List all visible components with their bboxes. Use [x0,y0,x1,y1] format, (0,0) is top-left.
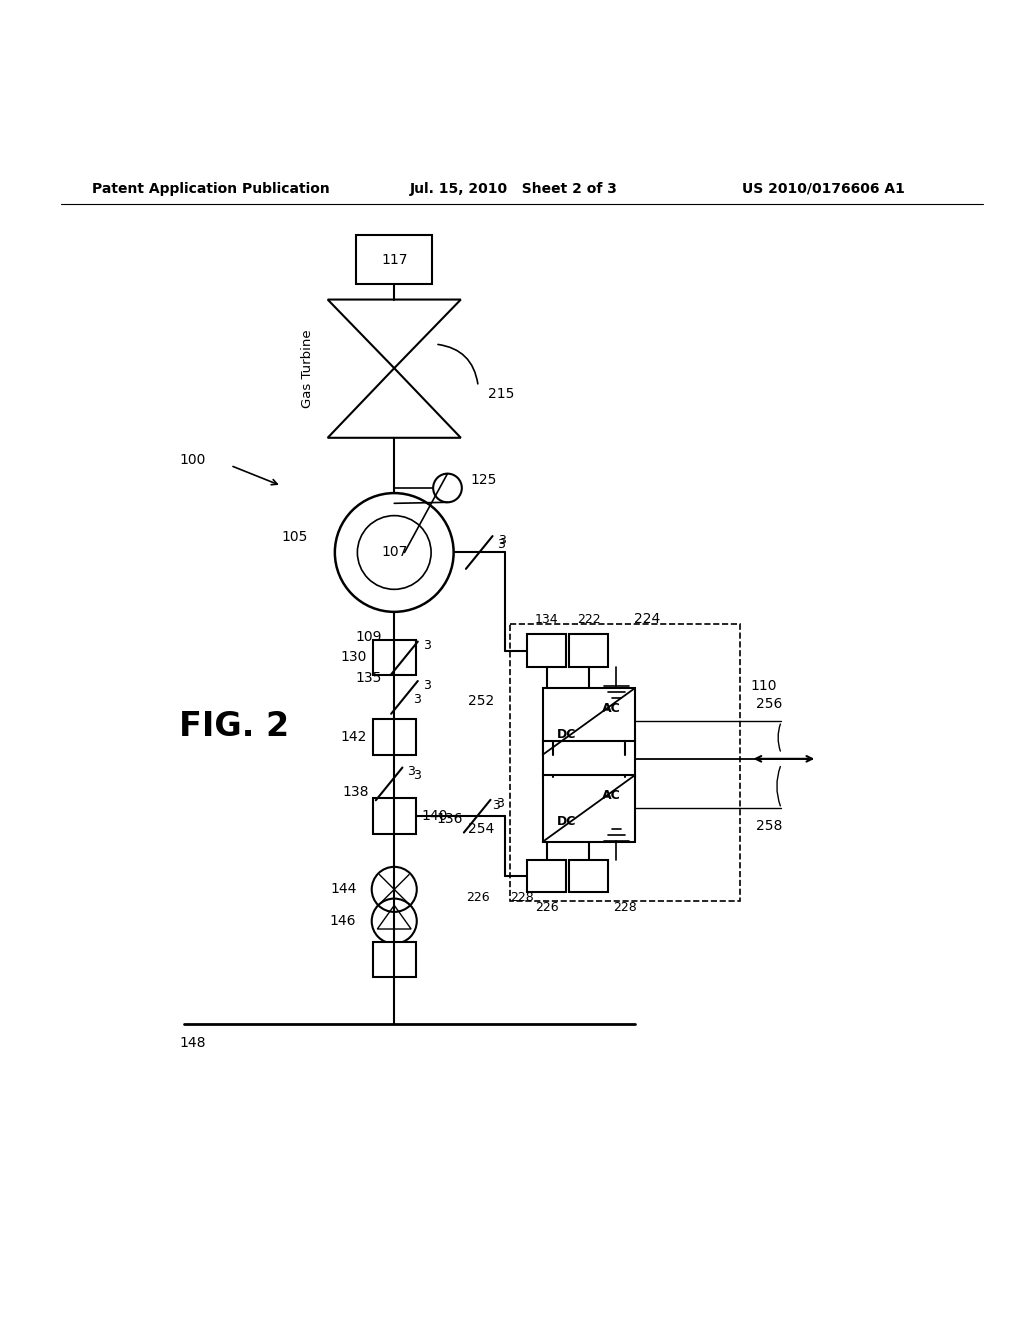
Bar [527,635,566,667]
Bar [373,719,416,755]
Bar [569,859,608,892]
Bar [373,941,416,977]
Bar [527,859,566,892]
Bar [510,624,740,900]
Text: 222: 222 [577,614,601,626]
Bar [543,688,635,755]
Text: AC: AC [601,788,621,801]
Text: US 2010/0176606 A1: US 2010/0176606 A1 [742,182,905,195]
Bar [543,741,635,776]
Text: 3: 3 [413,693,421,706]
Bar [569,635,608,667]
Text: 3: 3 [423,678,431,692]
Text: 136: 136 [436,812,463,826]
Text: 3: 3 [498,533,506,546]
Text: 228: 228 [613,900,637,913]
Text: 228: 228 [510,891,534,904]
Text: 254: 254 [468,822,495,836]
Text: 140: 140 [422,809,449,824]
Text: 146: 146 [330,915,356,928]
Bar [543,775,635,842]
Text: 109: 109 [355,631,382,644]
Text: 215: 215 [488,387,515,401]
Bar [373,639,416,676]
Text: 142: 142 [340,730,367,744]
Text: 226: 226 [466,891,489,904]
Text: 110: 110 [751,678,777,693]
Text: Gas Turbine: Gas Turbine [301,330,313,408]
Text: 148: 148 [179,1036,206,1049]
Text: 256: 256 [756,697,782,711]
Text: 3: 3 [408,766,416,777]
Text: Jul. 15, 2010   Sheet 2 of 3: Jul. 15, 2010 Sheet 2 of 3 [410,182,617,195]
Text: 224: 224 [634,612,660,626]
Bar [373,799,416,834]
Text: 3: 3 [413,770,421,783]
Text: 138: 138 [342,785,369,799]
Text: DC: DC [557,729,577,742]
Text: 258: 258 [756,818,782,833]
Text: 3: 3 [493,800,501,812]
Text: 135: 135 [355,672,382,685]
Text: AC: AC [601,702,621,714]
Text: 105: 105 [282,531,308,544]
Text: 144: 144 [330,882,356,896]
Text: 3: 3 [496,797,504,810]
Text: 3: 3 [497,537,505,550]
Text: Patent Application Publication: Patent Application Publication [92,182,330,195]
Text: DC: DC [557,816,577,828]
Text: 100: 100 [179,453,206,467]
Text: 125: 125 [470,473,497,487]
Text: 107: 107 [381,545,408,560]
Bar [356,235,432,284]
Text: 252: 252 [468,694,495,708]
Text: 130: 130 [340,651,367,664]
Text: FIG. 2: FIG. 2 [179,710,290,743]
Text: 3: 3 [423,639,431,652]
Text: 134: 134 [535,614,559,626]
Text: 117: 117 [381,252,408,267]
Text: 226: 226 [535,900,559,913]
